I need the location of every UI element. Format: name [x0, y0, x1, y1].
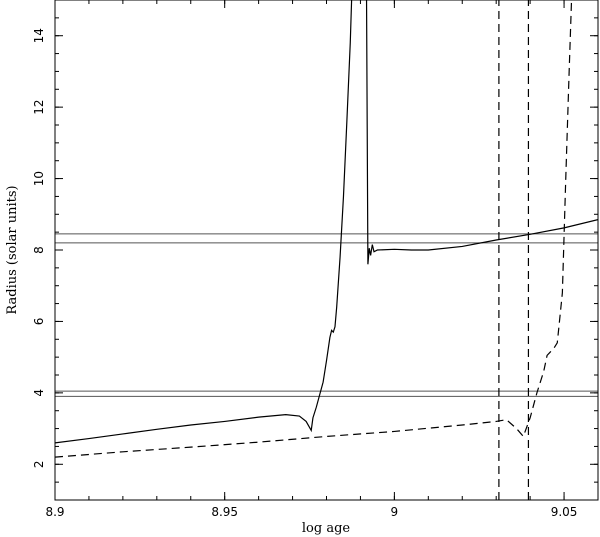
x-tick-label: 9: [391, 505, 399, 519]
solid-series-line: [365, 0, 598, 265]
x-axis-label: log age: [302, 521, 351, 536]
y-tick-label: 4: [32, 389, 46, 397]
y-tick-label: 8: [32, 246, 46, 254]
series-group: [55, 0, 598, 500]
y-tick-label: 10: [32, 171, 46, 186]
y-tick-label: 2: [32, 460, 46, 468]
tick-labels: 8.9 8.95 9 9.05 2 4 6 8 10 12 14: [32, 28, 577, 519]
x-tick-label: 8.9: [45, 505, 64, 519]
y-tick-label: 14: [32, 28, 46, 43]
x-tick-label: 9.05: [551, 505, 578, 519]
x-tick-label: 8.95: [211, 505, 238, 519]
plot-frame: [54, 0, 599, 501]
reference-lines: [55, 233, 598, 397]
dashed-series-line: [55, 0, 573, 458]
tick-marks: [54, 0, 599, 501]
solid-series-line: [55, 0, 353, 444]
y-tick-label: 12: [32, 100, 46, 115]
y-tick-label: 6: [32, 318, 46, 326]
y-axis-label: Radius (solar units): [5, 185, 20, 314]
